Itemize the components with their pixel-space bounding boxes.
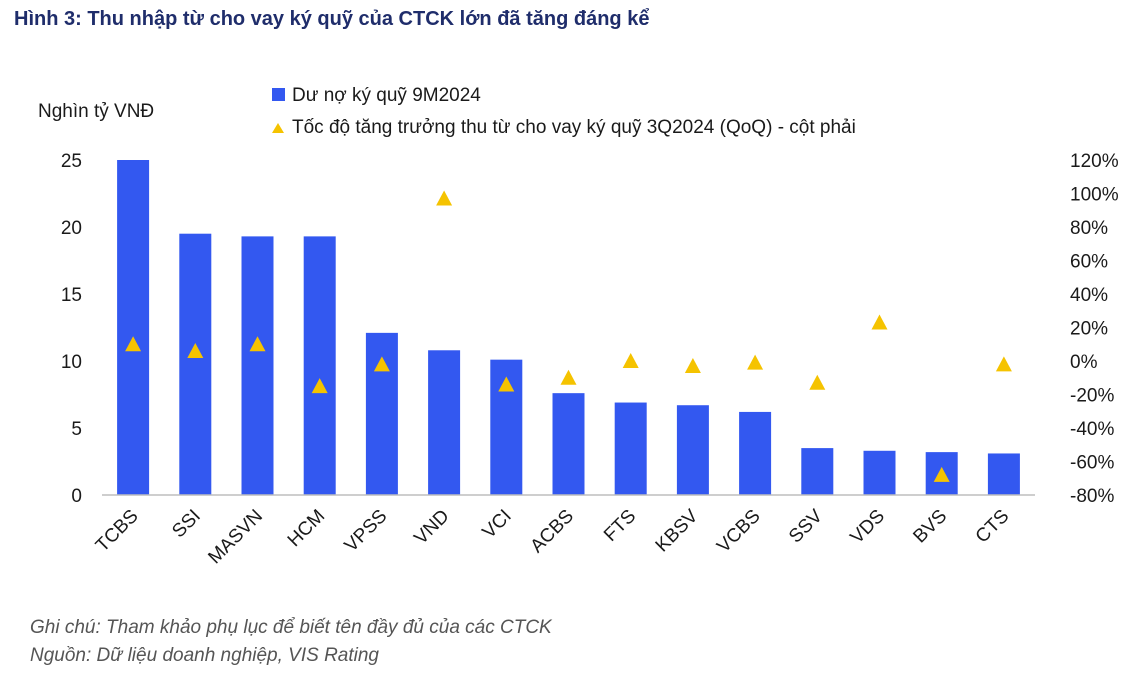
legend-swatch-triangle [272, 123, 284, 133]
triangle-marker [622, 353, 639, 368]
bar [428, 350, 461, 495]
x-tick-label: HCM [284, 506, 329, 551]
triangle-marker [684, 358, 701, 374]
triangle-marker [436, 190, 453, 206]
y2-tick-label: 100% [1070, 185, 1119, 206]
bar [117, 160, 150, 495]
legend-label-bar: Dư nợ ký quỹ 9M2024 [292, 85, 481, 106]
triangle-marker [809, 374, 826, 390]
x-tick-label: SSV [785, 505, 827, 547]
bar [987, 453, 1020, 495]
bar [863, 450, 896, 495]
triangle-marker [995, 356, 1012, 372]
y2-tick-label: 20% [1070, 319, 1108, 340]
y2-tick-label: 0% [1070, 352, 1098, 373]
y2-tick-label: -40% [1070, 419, 1114, 440]
legend-label-triangle: Tốc độ tăng trưởng thu từ cho vay ký quỹ… [292, 117, 856, 138]
triangle-marker [311, 378, 328, 394]
x-tick-label: VCBS [713, 506, 764, 557]
bar [801, 448, 834, 495]
x-tick-label: KBSV [652, 505, 703, 556]
y2-tick-label: -60% [1070, 453, 1114, 474]
triangle-marker [871, 314, 888, 330]
bar [552, 393, 585, 495]
y-tick-label: 0 [71, 486, 82, 507]
figure-note: Ghi chú: Tham khảo phụ lục để biết tên đ… [30, 617, 552, 638]
triangle-marker [498, 376, 515, 392]
y-tick-label: 25 [61, 151, 82, 172]
y2-tick-label: 80% [1070, 218, 1108, 239]
x-tick-label: SSI [168, 506, 205, 543]
x-tick-label: VND [410, 506, 453, 549]
x-tick-label: TCBS [92, 506, 143, 557]
triangle-marker [373, 356, 390, 372]
bar [676, 405, 709, 495]
x-tick-label: ACBS [527, 506, 578, 557]
y-tick-label: 15 [61, 285, 82, 306]
triangle-marker [933, 466, 950, 482]
y-tick-label: 10 [61, 352, 82, 373]
x-tick-label: VDS [847, 506, 889, 548]
triangle-marker [560, 369, 577, 385]
x-tick-label: MASVN [204, 506, 267, 569]
y2-tick-label: -20% [1070, 386, 1114, 407]
x-tick-label: VPSS [341, 506, 392, 557]
y-axis-label: Nghìn tỷ VNĐ [38, 101, 154, 122]
x-tick-label: VCI [479, 506, 516, 543]
y-tick-label: 20 [61, 218, 82, 239]
triangle-marker [249, 336, 266, 352]
bar [739, 411, 772, 495]
figure-source: Nguồn: Dữ liệu doanh nghiệp, VIS Rating [30, 645, 379, 666]
chart: Dư nợ ký quỹ 9M2024 Tốc độ tăng trưởng th… [38, 85, 1119, 569]
legend: Dư nợ ký quỹ 9M2024 Tốc độ tăng trưởng th… [272, 85, 856, 138]
marker-series [125, 190, 1012, 482]
bar-series [117, 160, 1020, 495]
figure-title: Hình 3: Thu nhập từ cho vay ký quỹ của C… [14, 8, 650, 30]
x-tick-label: BVS [909, 506, 951, 548]
bar [614, 402, 647, 495]
y2-tick-label: 40% [1070, 285, 1108, 306]
y2-tick-label: -80% [1070, 486, 1114, 507]
x-tick-label: CTS [972, 506, 1014, 548]
triangle-marker [187, 342, 204, 358]
x-tick-label: FTS [600, 506, 640, 546]
bar [303, 236, 336, 495]
y-tick-label: 5 [71, 419, 82, 440]
triangle-marker [125, 336, 142, 352]
triangle-marker [747, 354, 764, 370]
legend-swatch-bar [272, 88, 285, 101]
y2-tick-label: 120% [1070, 151, 1119, 172]
bar [241, 236, 274, 495]
bar [179, 233, 212, 495]
y2-tick-label: 60% [1070, 252, 1108, 273]
